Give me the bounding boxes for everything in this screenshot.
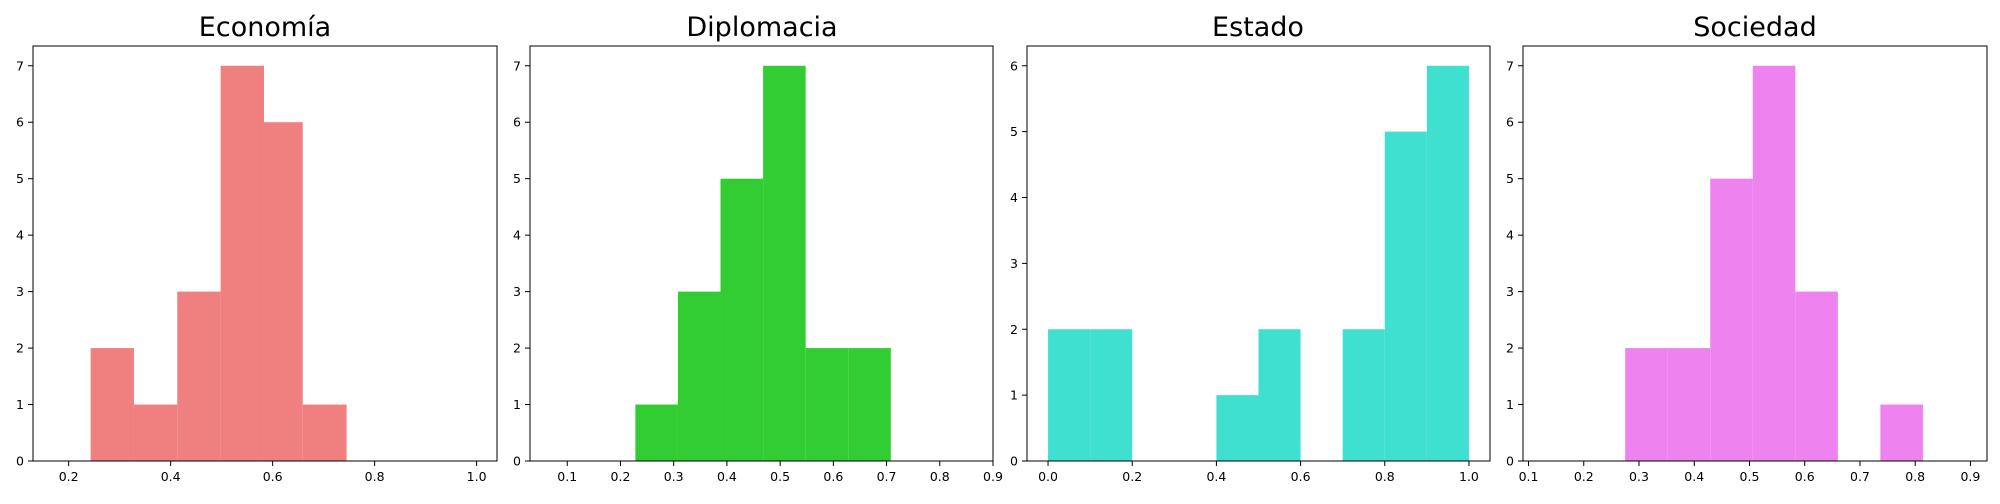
histogram-bar bbox=[763, 65, 806, 461]
y-tick-label: 4 bbox=[513, 228, 521, 243]
axes-frame bbox=[32, 45, 498, 462]
y-tick-label: 2 bbox=[1506, 341, 1514, 356]
histogram-bar bbox=[1880, 404, 1923, 461]
histogram-bar bbox=[1048, 329, 1091, 461]
y-tick-label: 2 bbox=[1010, 322, 1018, 337]
x-tick-label: 1.0 bbox=[1459, 469, 1479, 484]
histogram-bar bbox=[263, 122, 303, 461]
y-tick-label: 5 bbox=[1010, 124, 1018, 139]
y-tick-label: 5 bbox=[513, 171, 521, 186]
y-tick-label: 7 bbox=[513, 58, 521, 73]
x-tick-label: 1.0 bbox=[467, 469, 487, 484]
panel-title-estado: Estado bbox=[1212, 12, 1304, 43]
histogram-bar bbox=[1342, 329, 1385, 461]
histogram-bar bbox=[302, 404, 347, 461]
panel-title-diplomacia: Diplomacia bbox=[686, 12, 837, 43]
y-tick-label: 1 bbox=[513, 397, 521, 412]
y-tick-label: 3 bbox=[513, 284, 521, 299]
x-tick-label: 0.6 bbox=[1291, 469, 1311, 484]
x-tick-label: 0.4 bbox=[1206, 469, 1226, 484]
y-tick-label: 4 bbox=[1010, 190, 1018, 205]
histogram-bar bbox=[1426, 65, 1469, 461]
histogram-bar bbox=[1710, 178, 1753, 461]
x-tick-label: 0.2 bbox=[59, 469, 79, 484]
y-tick-label: 0 bbox=[1506, 454, 1514, 469]
x-tick-label: 0.4 bbox=[161, 469, 181, 484]
histogram-bar bbox=[805, 348, 849, 461]
x-tick-label: 0.0 bbox=[1038, 469, 1058, 484]
histogram-bar bbox=[1795, 291, 1838, 461]
histogram-bar bbox=[677, 291, 721, 461]
histogram-bar bbox=[1752, 65, 1796, 461]
x-tick-label: 0.7 bbox=[1850, 469, 1870, 484]
histogram-bar bbox=[90, 348, 134, 461]
y-tick-label: 1 bbox=[1010, 388, 1018, 403]
histogram-bar bbox=[177, 291, 221, 461]
histogram-bar bbox=[1625, 348, 1668, 461]
y-tick-label: 0 bbox=[513, 454, 521, 469]
histogram-bar bbox=[133, 404, 178, 461]
y-tick-label: 0 bbox=[1010, 454, 1018, 469]
y-tick-label: 7 bbox=[1506, 58, 1514, 73]
x-tick-label: 0.8 bbox=[930, 469, 950, 484]
axes-frame bbox=[529, 45, 994, 462]
y-tick-label: 5 bbox=[1506, 171, 1514, 186]
panel-title-economia: Economía bbox=[199, 12, 331, 43]
histogram-bar bbox=[1258, 329, 1301, 461]
x-tick-label: 0.1 bbox=[557, 469, 577, 484]
y-tick-label: 6 bbox=[1506, 115, 1514, 130]
histogram-bar bbox=[635, 404, 678, 461]
y-tick-label: 1 bbox=[1506, 397, 1514, 412]
x-tick-label: 0.3 bbox=[1629, 469, 1649, 484]
y-tick-label: 3 bbox=[1010, 256, 1018, 271]
panel-sociedad: Sociedad 0.1 0.2 0.3 0.4 0.5 0.6 0.7 0.8 0.9 0 1 2 3… bbox=[1506, 12, 1988, 484]
x-tick-label: 0.1 bbox=[1519, 469, 1539, 484]
x-tick-label: 0.9 bbox=[983, 469, 1003, 484]
axes-frame bbox=[1026, 45, 1491, 462]
y-tick-label: 7 bbox=[16, 58, 24, 73]
histogram-bar bbox=[1090, 329, 1133, 461]
x-tick-label: 0.4 bbox=[717, 469, 737, 484]
x-tick-label: 0.7 bbox=[877, 469, 897, 484]
y-tick-label: 5 bbox=[16, 171, 24, 186]
x-tick-label: 0.2 bbox=[1574, 469, 1594, 484]
x-tick-label: 0.9 bbox=[1960, 469, 1980, 484]
y-tick-label: 1 bbox=[16, 397, 24, 412]
y-tick-label: 4 bbox=[16, 228, 24, 243]
y-tick-label: 0 bbox=[16, 454, 24, 469]
histogram-bar bbox=[1216, 395, 1259, 461]
x-tick-label: 0.5 bbox=[770, 469, 790, 484]
y-tick-label: 3 bbox=[16, 284, 24, 299]
x-tick-label: 0.5 bbox=[1740, 469, 1760, 484]
y-tick-label: 2 bbox=[513, 341, 521, 356]
panel-title-sociedad: Sociedad bbox=[1693, 12, 1816, 43]
histogram-bar bbox=[848, 348, 891, 461]
x-tick-label: 0.4 bbox=[1684, 469, 1704, 484]
histogram-bar bbox=[1667, 348, 1711, 461]
x-tick-label: 0.8 bbox=[1375, 469, 1395, 484]
x-tick-label: 0.6 bbox=[263, 469, 283, 484]
axes-frame bbox=[1522, 45, 1988, 462]
panel-diplomacia: Diplomacia 0.1 0.2 0.3 0.4 0.5 0.6 0.7 0.8 0.9 0 1… bbox=[513, 12, 1003, 484]
x-tick-label: 0.3 bbox=[664, 469, 684, 484]
x-tick-label: 0.8 bbox=[365, 469, 385, 484]
x-tick-label: 0.6 bbox=[1795, 469, 1815, 484]
panel-economia: Economía 0.2 0.4 0.6 0.8 1.0 0 1 2 3 4 5 6 7 bbox=[16, 12, 498, 484]
x-tick-label: 0.2 bbox=[611, 469, 631, 484]
histogram-bar bbox=[220, 65, 264, 461]
panel-estado: Estado 0.0 0.2 0.4 0.6 0.8 1.0 0 1 2 3 4 5 6 bbox=[1010, 12, 1491, 484]
y-tick-label: 2 bbox=[16, 341, 24, 356]
y-tick-label: 4 bbox=[1506, 228, 1514, 243]
x-tick-label: 0.2 bbox=[1122, 469, 1142, 484]
y-tick-label: 3 bbox=[1506, 284, 1514, 299]
histogram-bar bbox=[1384, 131, 1427, 461]
histogram-bar bbox=[720, 178, 764, 461]
y-tick-label: 6 bbox=[16, 115, 24, 130]
x-tick-label: 0.6 bbox=[823, 469, 843, 484]
y-tick-label: 6 bbox=[1010, 58, 1018, 73]
y-tick-label: 6 bbox=[513, 115, 521, 130]
x-tick-label: 0.8 bbox=[1905, 469, 1925, 484]
